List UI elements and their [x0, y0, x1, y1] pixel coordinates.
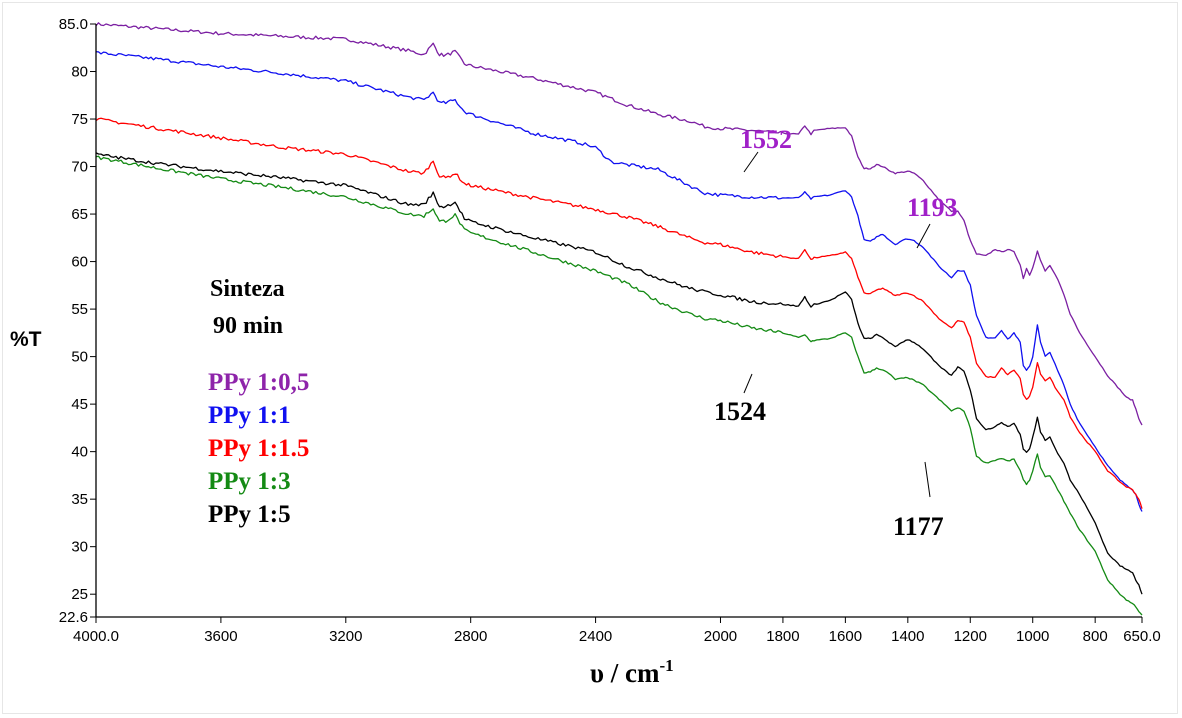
y-tick-label: 22.6 [59, 609, 88, 626]
annotations: 1552 1193 1524 1177 [714, 125, 958, 541]
x-tick-label: 800 [1083, 628, 1108, 645]
x-tick-label: 650.0 [1123, 628, 1161, 645]
x-tick-label: 4000.0 [73, 628, 119, 645]
y-axis-label: %T [10, 328, 42, 351]
x-tick-label: 3600 [204, 628, 237, 645]
x-ticks: 4000.0 3600 3200 2800 2400 2000 1800 1600 1400 12… [73, 617, 1161, 645]
y-tick-label: 70 [71, 159, 88, 176]
x-axis-label: υ / cm-1 [590, 656, 674, 688]
legend-entry: PPy 1:1.5 [208, 435, 309, 462]
axes-layer [95, 24, 1142, 618]
y-tick-label: 85.0 [59, 16, 88, 33]
annotation-leader [924, 461, 931, 498]
x-axis-label-main: υ / cm [590, 658, 660, 688]
series-layer [95, 22, 1143, 616]
annotation-leader [743, 151, 759, 173]
y-tick-label: 55 [71, 301, 88, 318]
y-tick-label: 60 [71, 254, 88, 271]
annotation-label: 1524 [714, 397, 766, 426]
x-tick-label: 1400 [891, 628, 924, 645]
legend: PPy 1:0,5 PPy 1:1 PPy 1:1.5 PPy 1:3 PPy 1:5 [208, 369, 309, 528]
x-tick-label: 1600 [829, 628, 862, 645]
annotation-label: 1193 [907, 193, 958, 222]
annotation-label: 1552 [740, 125, 792, 154]
legend-entry: PPy 1:5 [208, 501, 291, 528]
series-line [95, 152, 1143, 595]
legend-entry: PPy 1:3 [208, 468, 291, 495]
y-tick-label: 45 [71, 396, 88, 413]
annotation-label: 1177 [893, 512, 944, 541]
y-tick-label: 65 [71, 206, 88, 223]
series-line [95, 117, 1143, 509]
x-tick-label: 2800 [454, 628, 487, 645]
legend-title-line-1: Sinteza [210, 276, 285, 302]
x-axis-label-sup: -1 [660, 656, 674, 675]
series-line [95, 51, 1143, 512]
y-tick-label: 50 [71, 349, 88, 366]
x-tick-label: 2000 [704, 628, 737, 645]
annotation-leader [743, 373, 753, 394]
y-tick-label: 25 [71, 586, 88, 603]
y-tick-label: 80 [71, 64, 88, 81]
series-line [95, 22, 1143, 426]
y-tick-label: 40 [71, 444, 88, 461]
y-tick-label: 75 [71, 111, 88, 128]
series-line [95, 155, 1143, 616]
legend-title-line-2: 90 min [213, 313, 283, 339]
x-tick-label: 1800 [766, 628, 799, 645]
x-tick-label: 3200 [329, 628, 362, 645]
y-ticks: 22.6 25 30 35 40 45 50 55 60 65 70 75 80 85.0 [59, 16, 96, 626]
annotation-leader [916, 223, 931, 249]
y-tick-label: 35 [71, 491, 88, 508]
x-tick-label: 2400 [579, 628, 612, 645]
y-tick-label: 30 [71, 539, 88, 556]
legend-entry: PPy 1:0,5 [208, 369, 309, 396]
x-tick-label: 1000 [1016, 628, 1049, 645]
x-tick-label: 1200 [954, 628, 987, 645]
legend-entry: PPy 1:1 [208, 402, 291, 429]
